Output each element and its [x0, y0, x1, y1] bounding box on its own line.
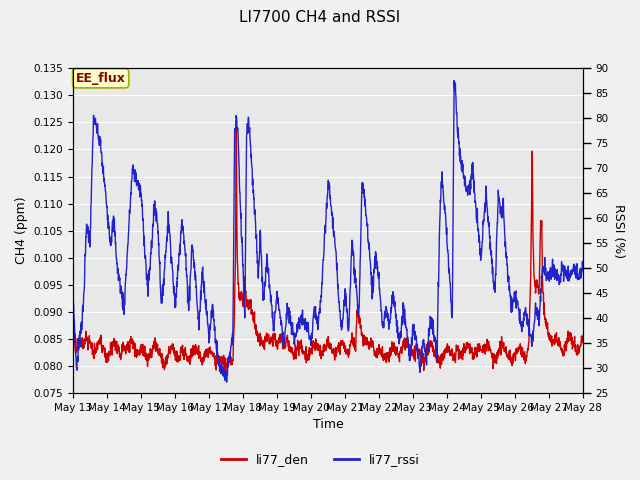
Text: LI7700 CH4 and RSSI: LI7700 CH4 and RSSI [239, 10, 401, 24]
li77_den [565, 332, 573, 338]
li77_rssi [69, 284, 77, 289]
li77_rssi [579, 266, 587, 272]
li77_rssi [95, 134, 103, 140]
li77_rssi [472, 198, 479, 204]
li77_den [472, 345, 479, 350]
li77_rssi [565, 273, 573, 278]
li77_den [69, 339, 77, 345]
Line: li77_den: li77_den [73, 120, 583, 371]
Y-axis label: RSSI (%): RSSI (%) [612, 204, 625, 258]
li77_den [565, 334, 573, 340]
li77_rssi [223, 379, 230, 385]
li77_den [232, 117, 240, 123]
li77_den [221, 368, 228, 374]
Legend: li77_den, li77_rssi: li77_den, li77_rssi [216, 448, 424, 471]
li77_den [95, 340, 103, 346]
li77_rssi [317, 295, 325, 300]
li77_den [579, 332, 587, 338]
li77_rssi [304, 323, 312, 328]
li77_rssi [451, 78, 458, 84]
Text: EE_flux: EE_flux [76, 72, 125, 85]
li77_den [304, 357, 312, 362]
li77_rssi [565, 278, 573, 284]
Line: li77_rssi: li77_rssi [73, 81, 583, 382]
Y-axis label: CH4 (ppm): CH4 (ppm) [15, 197, 28, 264]
X-axis label: Time: Time [313, 419, 344, 432]
li77_den [318, 351, 326, 357]
